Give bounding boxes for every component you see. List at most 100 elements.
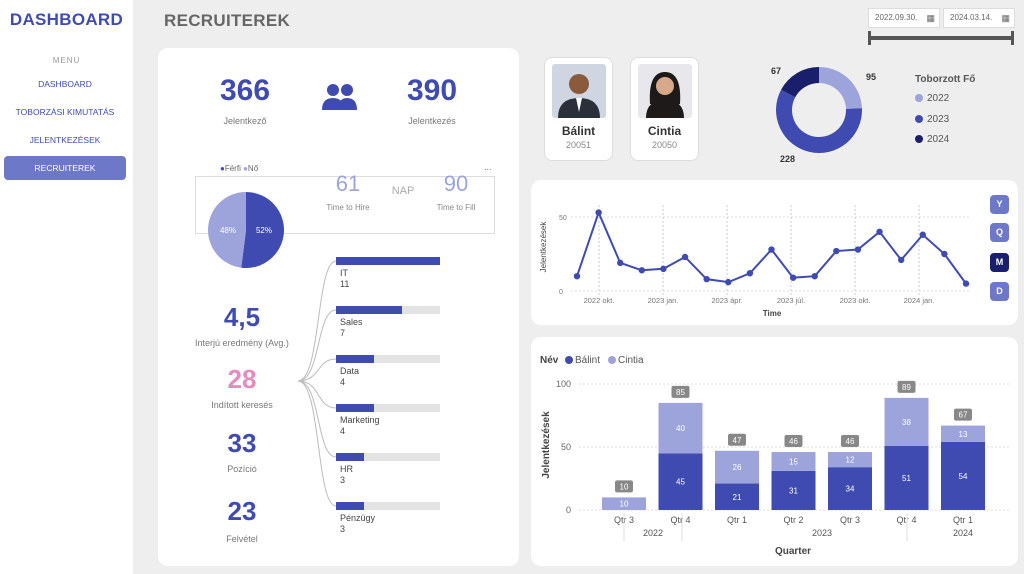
department-bar[interactable]: [336, 404, 374, 412]
line-point[interactable]: [811, 273, 818, 280]
department-bar[interactable]: [336, 257, 440, 265]
date-to-input[interactable]: 2024.03.14. ▦: [943, 8, 1015, 28]
line-point[interactable]: [962, 280, 970, 287]
department-bar-track[interactable]: [336, 257, 440, 265]
date-from-input[interactable]: 2022.09.30. ▦: [868, 8, 940, 28]
bar-value-balint: 45: [676, 478, 685, 487]
bar-total-label: 46: [789, 437, 798, 446]
bar-segment-balint[interactable]: [828, 467, 872, 510]
calendar-icon[interactable]: ▦: [1001, 13, 1010, 23]
department-bar-track[interactable]: [336, 306, 440, 314]
line-point[interactable]: [941, 250, 948, 258]
department-name: IT: [340, 268, 348, 278]
more-options-icon[interactable]: ...: [484, 162, 492, 172]
applications-label: Jelentkezés: [408, 116, 456, 126]
department-bar[interactable]: [336, 453, 365, 461]
line-point[interactable]: [617, 259, 624, 267]
period-month-button[interactable]: M: [990, 253, 1009, 272]
recruiter-name: Bálint: [561, 124, 596, 138]
slider-handle-end[interactable]: [1011, 31, 1014, 45]
bar-segment-cintia[interactable]: [771, 452, 816, 471]
bar-segment-balint[interactable]: [715, 483, 759, 510]
department-bar[interactable]: [336, 306, 403, 314]
connector-line: [297, 260, 337, 382]
calendar-icon[interactable]: ▦: [926, 13, 935, 23]
department-name: HR: [340, 464, 353, 474]
nav-recruiterek[interactable]: RECRUITEREK: [4, 156, 126, 180]
bar-total-label: 47: [733, 436, 742, 445]
bar-segment-cintia[interactable]: [602, 497, 646, 510]
decomposition-connectors: [297, 260, 337, 507]
nav-toborzasi-kimutatas[interactable]: TOBORZÁSI KIMUTATÁS: [15, 107, 115, 117]
period-quarter-button[interactable]: Q: [990, 223, 1009, 242]
department-bar-track[interactable]: [336, 453, 440, 461]
bar-legend-dot: [565, 356, 573, 364]
bar-segment-balint[interactable]: [658, 453, 703, 510]
bar-segment-balint[interactable]: [884, 445, 929, 510]
bar-segment-cintia[interactable]: [941, 425, 985, 442]
donut-legend-title: Toborzott Fő: [915, 74, 976, 85]
line-point[interactable]: [725, 278, 732, 286]
bar-value-cintia: 13: [959, 430, 968, 439]
bar-total-badge: [671, 385, 690, 398]
line-point[interactable]: [833, 247, 840, 255]
bar-year-label: 2022: [643, 528, 663, 538]
line-point[interactable]: [789, 274, 797, 281]
department-bar-track[interactable]: [336, 502, 440, 510]
line-point[interactable]: [746, 270, 754, 277]
nav-dashboard[interactable]: DASHBOARD: [38, 79, 92, 89]
bar-total-label: 67: [959, 411, 968, 420]
bar-total-badge: [615, 480, 633, 493]
app-logo[interactable]: DASHBOARD: [9, 10, 124, 29]
donut-slice-2023[interactable]: [776, 89, 862, 153]
period-day-button[interactable]: D: [990, 282, 1009, 301]
department-bar-track[interactable]: [336, 355, 440, 363]
line-xlabel: Time: [763, 309, 782, 318]
line-xtick: 2023 okt.: [840, 296, 871, 305]
recruiter-card-balint[interactable]: Bálint 20051: [544, 57, 613, 161]
department-name: Data: [340, 366, 360, 376]
donut-legend-2022: 2022: [915, 93, 949, 104]
line-point[interactable]: [876, 228, 883, 235]
time-to-fill-value: 90: [443, 171, 469, 196]
recruiter-card-cintia[interactable]: Cintia 20050: [630, 57, 699, 161]
period-year-button[interactable]: Y: [990, 195, 1009, 214]
line-point[interactable]: [681, 253, 689, 261]
department-value: 4: [340, 377, 346, 387]
slider-handle-start[interactable]: [868, 31, 871, 45]
donut-legend-2024: 2024: [915, 134, 949, 145]
positions-value: 33: [227, 428, 257, 458]
time-to-fill-label: Time to Fill: [436, 203, 476, 212]
recruiter-id: 20050: [651, 140, 678, 150]
department-bar[interactable]: [336, 502, 365, 510]
bar-value-balint: 54: [959, 472, 968, 481]
line-point[interactable]: [703, 275, 710, 283]
line-point[interactable]: [660, 265, 667, 272]
line-point[interactable]: [595, 209, 602, 216]
applications-line-chart: 50 0 2022 okt. 2023 jan. 2023 ápr. 2023 júl. 2…: [539, 205, 971, 318]
line-point[interactable]: [919, 231, 926, 238]
date-range-slider[interactable]: [868, 31, 1014, 45]
applicants-label: Jelentkező: [223, 116, 267, 126]
connector-line: [297, 380, 337, 507]
bar-ytick: 50: [561, 442, 571, 452]
bar-segment-balint[interactable]: [941, 441, 985, 510]
bar-segment-cintia[interactable]: [658, 402, 703, 454]
bar-segment-cintia[interactable]: [884, 397, 929, 446]
bar-segment-cintia[interactable]: [828, 452, 872, 468]
department-bar-track[interactable]: [336, 404, 440, 412]
nav-jelentkezesek[interactable]: JELENTKEZÉSEK: [29, 135, 101, 145]
line-point[interactable]: [573, 273, 581, 280]
department-bar[interactable]: [336, 355, 374, 363]
bar-segment-cintia[interactable]: [715, 450, 759, 484]
nap-label: NAP: [391, 185, 415, 197]
line-point[interactable]: [638, 267, 646, 274]
donut-slice-2024[interactable]: [781, 67, 819, 98]
donut-slice-2022[interactable]: [819, 67, 862, 109]
donut-legend-2023: 2023: [915, 114, 949, 125]
line-point[interactable]: [768, 246, 775, 253]
bar-segment-balint[interactable]: [771, 470, 816, 510]
line-point[interactable]: [897, 256, 905, 264]
bar-value-balint: 51: [902, 474, 911, 483]
line-point[interactable]: [854, 246, 862, 253]
